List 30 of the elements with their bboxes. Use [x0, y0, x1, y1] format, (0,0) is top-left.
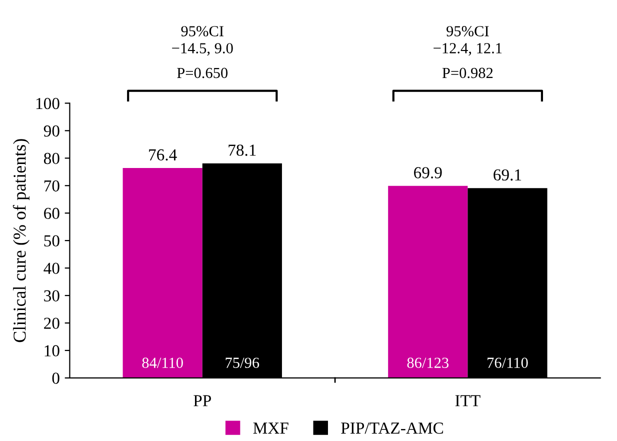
text: 95%CI −14.5, 9.0	[172, 26, 233, 56]
text: P=0.982	[442, 68, 493, 78]
legend-label: MXF	[253, 422, 288, 434]
data-label: 76.4	[149, 149, 177, 161]
y-tick-label: 70	[44, 180, 60, 192]
annotation: 75/96	[226, 358, 260, 368]
x-tick-label: ITT	[455, 395, 480, 406]
data-label: 69.9	[414, 167, 442, 178]
y-tick-label: 0	[52, 372, 60, 384]
y-tick-label: 90	[44, 125, 60, 137]
data-label: 78.1	[228, 144, 256, 156]
text: P=0.650	[177, 68, 228, 78]
data-label: 69.1	[494, 169, 522, 181]
y-tick-label: 30	[44, 290, 60, 302]
x-tick-label: PP	[194, 395, 211, 406]
y-tick-label: 50	[44, 235, 60, 247]
y-axis-title: Clinical cure (% of patients)	[12, 139, 30, 342]
annotation: 76/110	[488, 358, 528, 368]
text: 95%CI −12.4, 12.1	[434, 26, 502, 56]
y-tick-label: 20	[44, 318, 60, 329]
y-tick-label: 60	[44, 208, 60, 220]
legend-label: PIP/TAZ-AMC	[341, 422, 443, 434]
y-tick-label: 40	[44, 262, 60, 274]
y-tick-label: 10	[44, 345, 60, 356]
y-tick-label: 80	[44, 152, 60, 164]
annotation: 84/110	[142, 358, 183, 368]
annotation: 86/123	[407, 358, 449, 368]
bar	[122, 168, 202, 378]
bar	[388, 186, 468, 378]
y-tick-label: 100	[36, 98, 60, 110]
